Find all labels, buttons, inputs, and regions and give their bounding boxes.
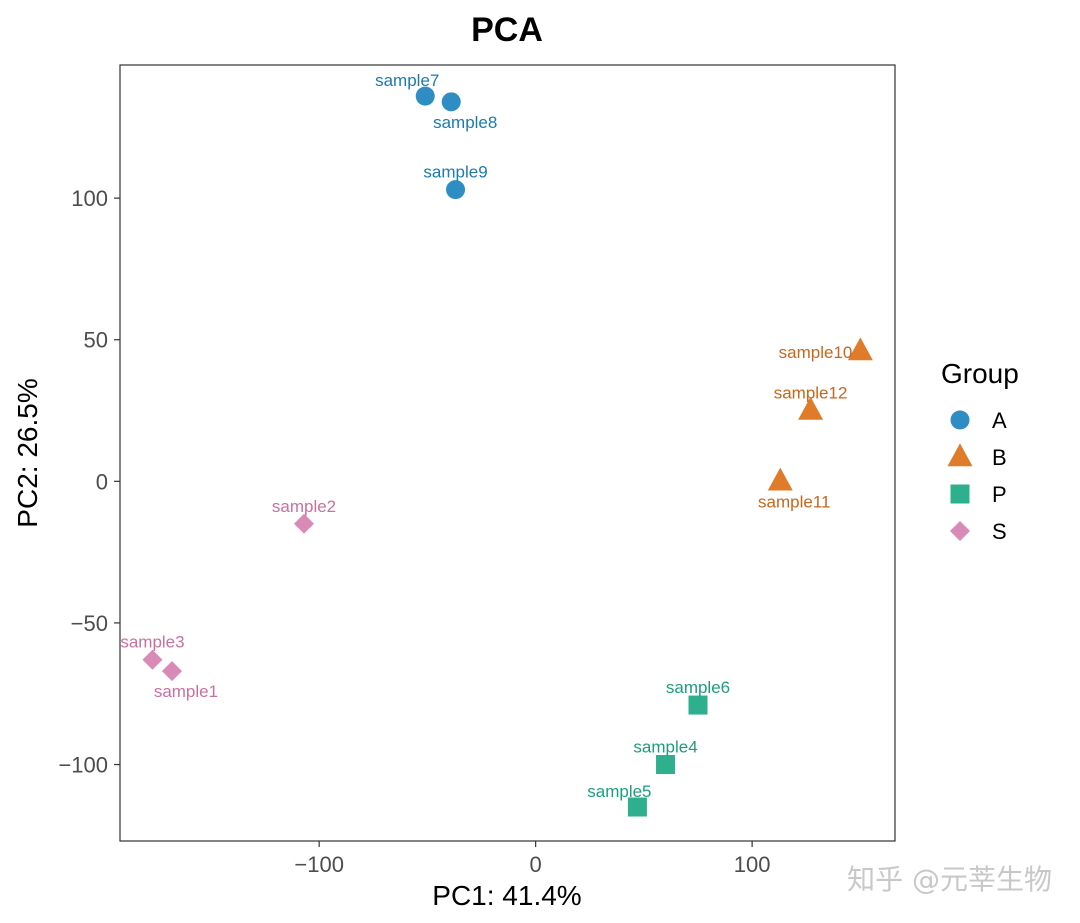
label-sample9: sample9 bbox=[423, 163, 487, 182]
y-tick-label: 100 bbox=[71, 186, 108, 211]
legend-label-A: A bbox=[992, 408, 1007, 433]
point-sample12 bbox=[798, 396, 824, 420]
label-sample10: sample10 bbox=[779, 343, 853, 362]
legend-key-P bbox=[950, 484, 970, 504]
point-sample3 bbox=[142, 649, 163, 670]
watermark-text: 知乎 @元莘生物 bbox=[847, 863, 1052, 896]
label-sample5: sample5 bbox=[587, 782, 651, 801]
legend-label-S: S bbox=[992, 519, 1007, 544]
label-sample12: sample12 bbox=[774, 384, 848, 403]
point-sample11 bbox=[767, 467, 793, 491]
y-axis: −100 −50 0 50 100 bbox=[58, 186, 120, 778]
y-axis-label: PC2: 26.5% bbox=[12, 378, 43, 527]
label-sample3: sample3 bbox=[120, 633, 184, 652]
y-tick-label: −50 bbox=[71, 611, 108, 636]
point-labels: sample7 sample8 sample9 sample10 sample11 sam… bbox=[120, 71, 852, 801]
label-sample11: sample11 bbox=[758, 492, 830, 511]
point-sample4 bbox=[656, 755, 676, 775]
y-tick-label: −100 bbox=[58, 753, 108, 778]
legend-label-P: P bbox=[992, 482, 1007, 507]
point-sample1 bbox=[161, 661, 182, 682]
label-sample2: sample2 bbox=[272, 497, 336, 516]
chart-title: PCA bbox=[471, 11, 543, 49]
x-tick-label: −100 bbox=[294, 852, 344, 877]
x-axis-label: PC1: 41.4% bbox=[432, 880, 581, 911]
x-axis: −100 0 100 bbox=[294, 841, 770, 877]
y-tick-label: 0 bbox=[96, 469, 108, 494]
point-sample6 bbox=[688, 695, 708, 715]
y-tick-label: 50 bbox=[84, 328, 108, 353]
point-sample10 bbox=[847, 337, 873, 361]
plot-panel bbox=[119, 64, 896, 842]
point-sample7 bbox=[415, 86, 435, 106]
legend-key-S bbox=[950, 521, 970, 541]
point-sample2 bbox=[294, 513, 315, 534]
point-sample9 bbox=[446, 180, 466, 200]
label-sample7: sample7 bbox=[375, 71, 439, 90]
label-sample4: sample4 bbox=[633, 738, 697, 757]
label-sample8: sample8 bbox=[433, 113, 497, 132]
point-sample5 bbox=[627, 797, 647, 817]
legend-label-B: B bbox=[992, 445, 1007, 470]
legend-key-B bbox=[947, 443, 973, 467]
label-sample6: sample6 bbox=[666, 678, 730, 697]
point-sample8 bbox=[441, 92, 461, 112]
legend-key-A bbox=[950, 410, 970, 430]
label-sample1: sample1 bbox=[154, 682, 218, 701]
x-tick-label: 100 bbox=[734, 852, 771, 877]
data-points bbox=[142, 86, 873, 817]
x-tick-label: 0 bbox=[530, 852, 542, 877]
legend-title: Group bbox=[941, 358, 1019, 389]
